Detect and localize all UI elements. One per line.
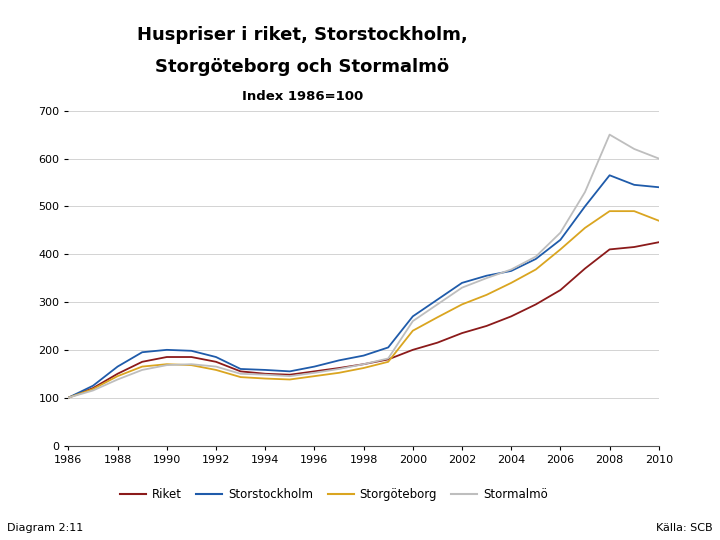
Text: Källa: SCB: Källa: SCB (656, 523, 713, 533)
Text: Index 1986=100: Index 1986=100 (242, 90, 363, 103)
Legend: Riket, Storstockholm, Storgöteborg, Stormalmö: Riket, Storstockholm, Storgöteborg, Stor… (116, 483, 552, 505)
Text: Diagram 2:11: Diagram 2:11 (7, 523, 84, 533)
Text: Huspriser i riket, Storstockholm,: Huspriser i riket, Storstockholm, (137, 26, 468, 44)
Text: Storgöteborg och Stormalmö: Storgöteborg och Stormalmö (156, 58, 449, 77)
Text: SVERIGES
RIKSBANK: SVERIGES RIKSBANK (617, 110, 661, 130)
